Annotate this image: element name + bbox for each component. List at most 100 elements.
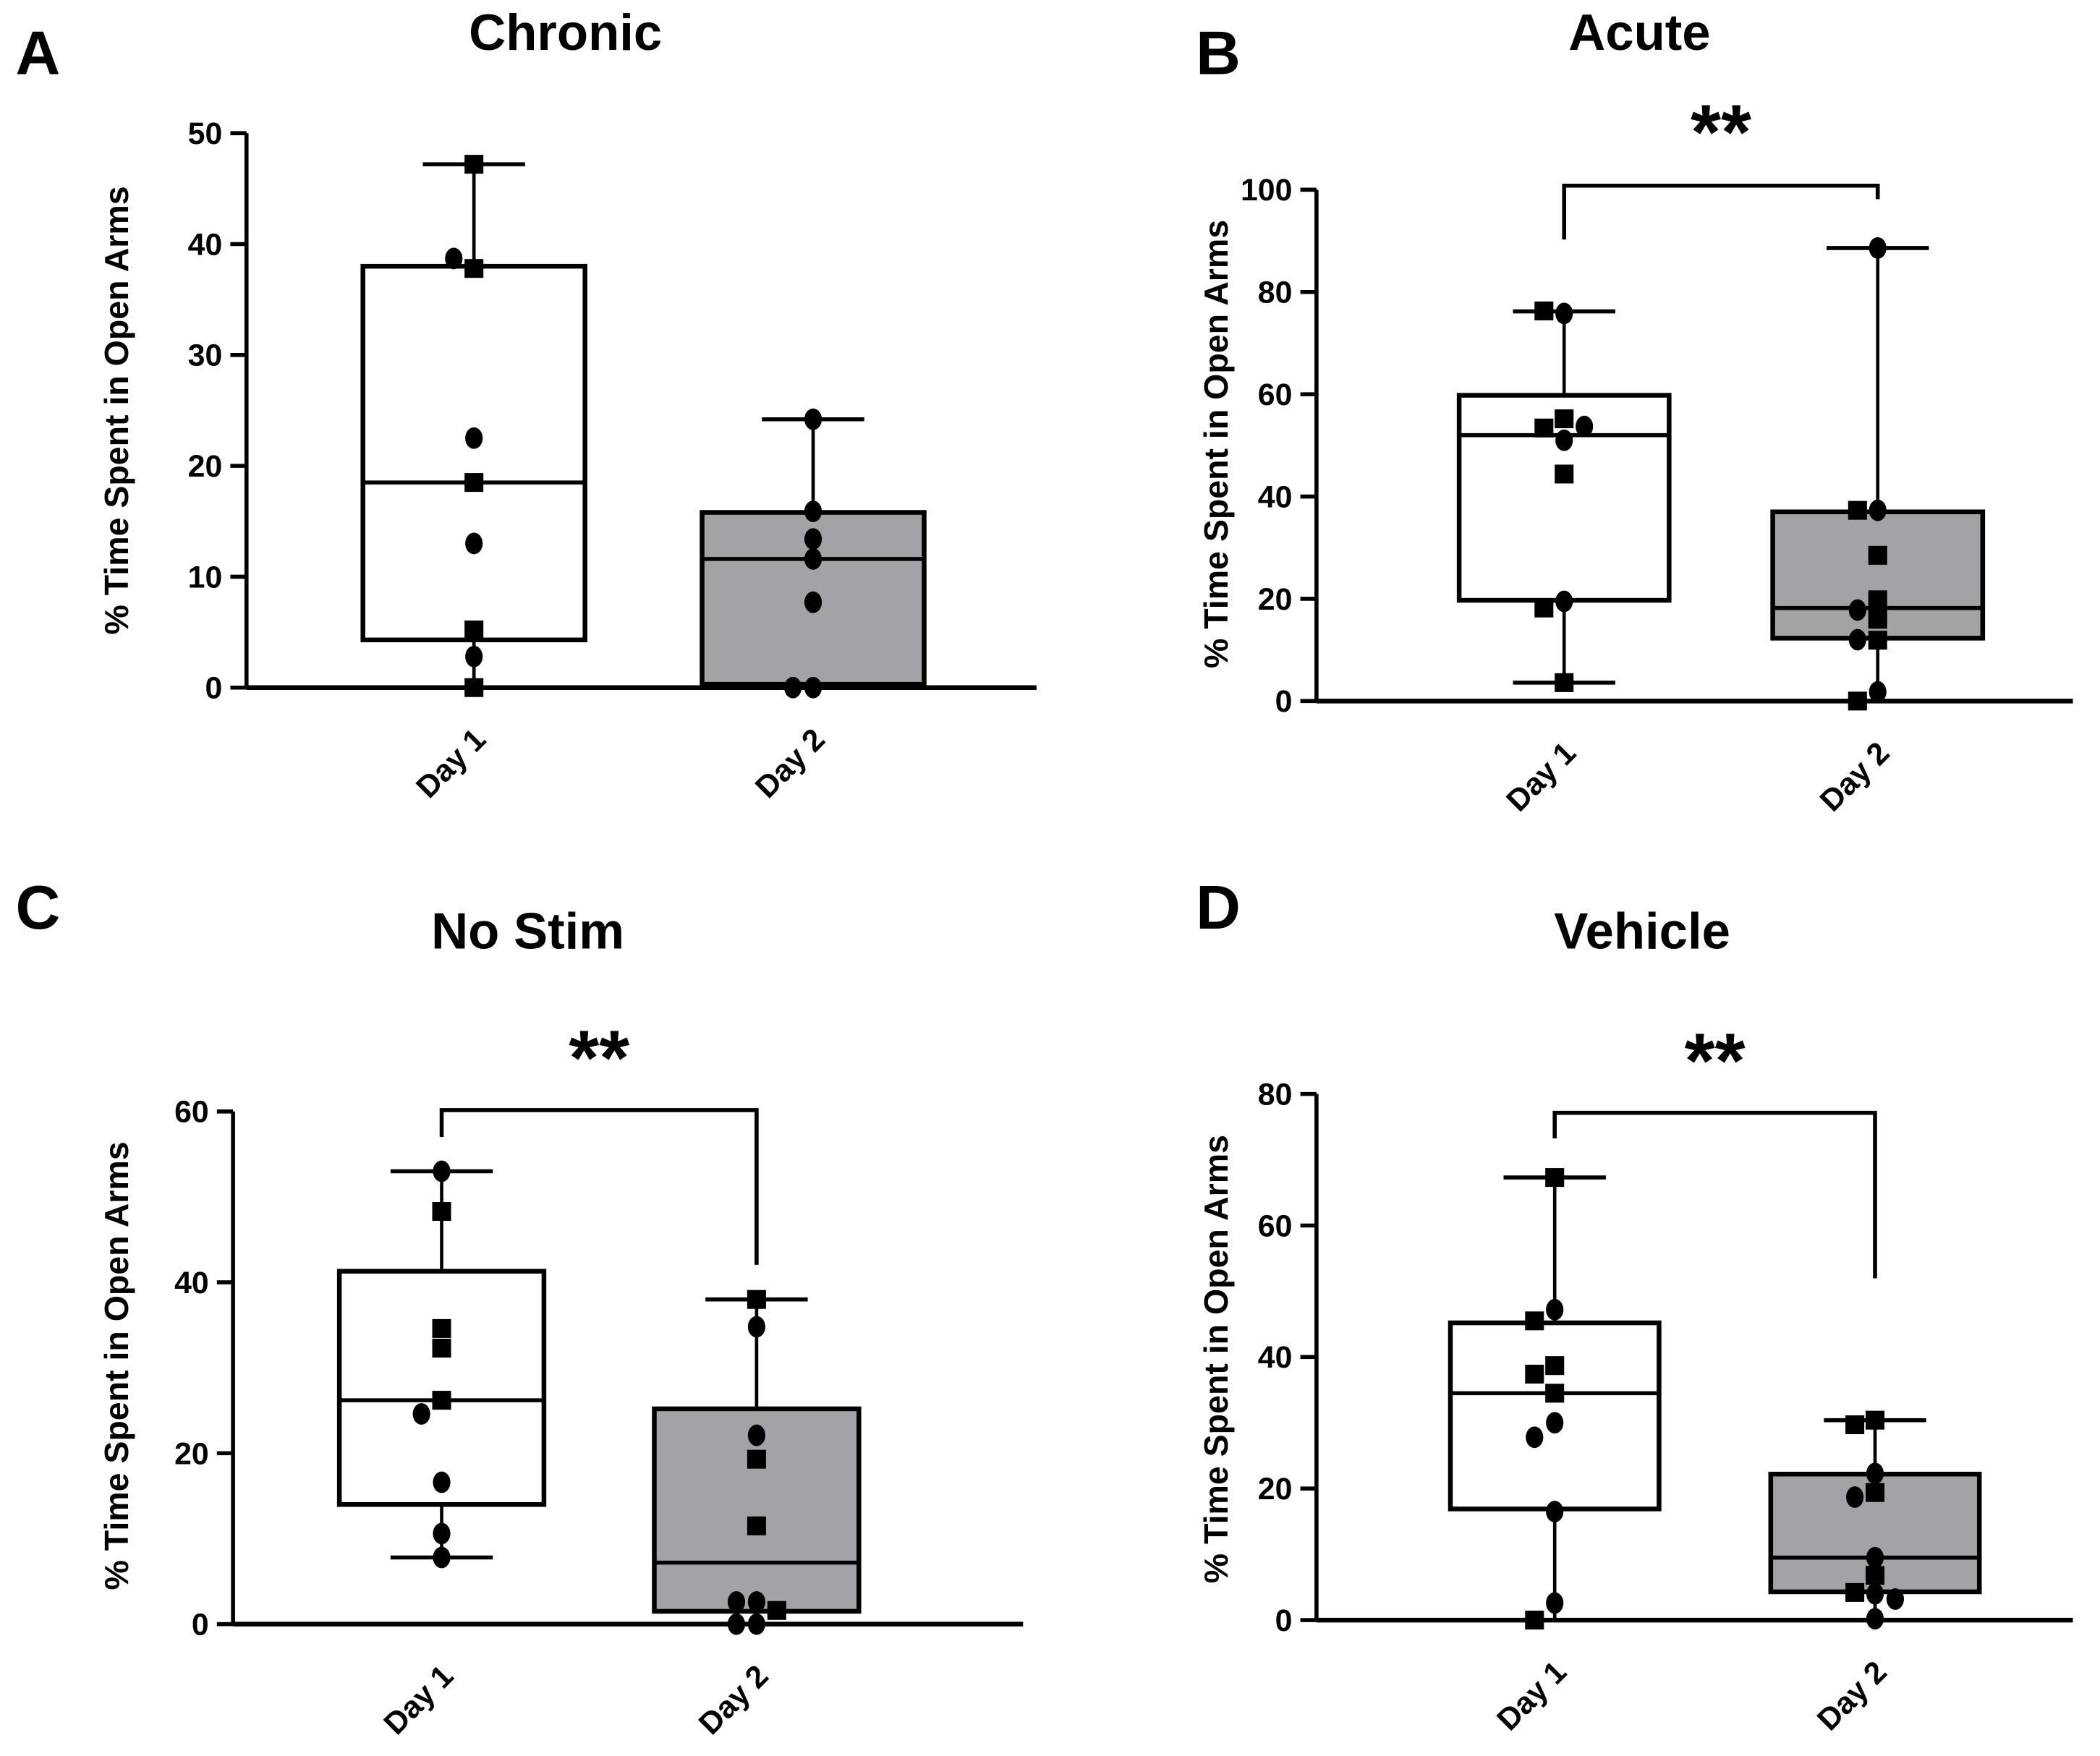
- y-tick-label: 40: [1258, 480, 1293, 514]
- data-point-square: [1525, 1364, 1544, 1384]
- data-point-square: [1848, 500, 1867, 520]
- data-point-square: [1555, 673, 1574, 692]
- data-point-circle: [1555, 302, 1573, 325]
- data-point-circle: [1848, 628, 1866, 651]
- y-tick-label: 40: [174, 1266, 209, 1300]
- box-group-2: [652, 1290, 862, 1635]
- data-point-circle: [747, 1424, 765, 1446]
- data-point-circle: [1555, 590, 1573, 613]
- data-point-square: [1865, 1483, 1885, 1502]
- data-point-square: [1868, 610, 1887, 629]
- data-point-square: [1525, 1311, 1544, 1331]
- data-point-square: [747, 1516, 766, 1535]
- data-point-square: [1865, 1410, 1885, 1430]
- data-point-circle: [1546, 1412, 1564, 1434]
- y-tick-label: 20: [188, 449, 223, 484]
- data-point-circle: [1546, 1298, 1564, 1321]
- data-point-circle: [433, 1471, 451, 1493]
- data-point-square: [1868, 631, 1887, 650]
- data-point-circle: [1869, 237, 1887, 259]
- data-point-square: [432, 1339, 451, 1358]
- data-point-square: [747, 1449, 766, 1469]
- data-point-circle: [1866, 1582, 1884, 1605]
- significance-stars: **: [569, 1014, 629, 1101]
- data-point-circle: [1866, 1462, 1884, 1485]
- box-group-2: [1768, 1410, 1982, 1630]
- panel-letter: C: [15, 874, 60, 942]
- data-point-square: [767, 1601, 786, 1620]
- data-point-circle: [804, 548, 822, 570]
- box-group-1: [1448, 1168, 1662, 1630]
- data-point-circle: [445, 247, 463, 270]
- data-point-circle: [804, 676, 822, 699]
- data-point-circle: [727, 1591, 746, 1613]
- panel-letter: B: [1196, 19, 1241, 88]
- data-point-circle: [747, 1316, 765, 1338]
- data-point-square: [1555, 464, 1574, 484]
- y-tick-label: 50: [188, 116, 223, 151]
- data-point-circle: [784, 676, 802, 699]
- data-point-square: [464, 678, 484, 697]
- panel-letter: D: [1196, 874, 1241, 942]
- significance-stars: **: [1685, 1016, 1746, 1104]
- x-tick-label: Day 2: [1814, 736, 1897, 819]
- data-point-square: [1845, 1415, 1865, 1435]
- significance-bracket: [439, 1108, 759, 1265]
- y-tick-label: 10: [188, 560, 223, 594]
- data-point-circle: [727, 1613, 746, 1635]
- data-point-square: [747, 1290, 766, 1309]
- panel-a: A Chronic % Time Spent in Open Arms 0 10 20 30…: [15, 4, 1037, 805]
- x-tick-label: Day 1: [1500, 736, 1583, 819]
- data-point-square: [464, 473, 484, 493]
- y-axis-label: % Time Spent in Open Arms: [1197, 220, 1235, 668]
- y-tick-label: 80: [1258, 1078, 1293, 1112]
- data-point-circle: [465, 532, 483, 555]
- chart-title: Vehicle: [1554, 903, 1730, 960]
- box-group-1: [360, 155, 587, 697]
- data-point-square: [1868, 545, 1887, 565]
- x-tick-label: Day 2: [749, 722, 832, 805]
- data-point-square: [1525, 1611, 1544, 1630]
- panel-c: C No Stim % Time Spent in Open Arms 0 20 40 60…: [15, 874, 1024, 1742]
- y-tick-label: 40: [188, 227, 223, 262]
- data-point-circle: [433, 1546, 451, 1569]
- data-point-square: [1868, 590, 1887, 610]
- significance-bracket: [1552, 1110, 1877, 1279]
- y-tick-label: 0: [205, 671, 222, 706]
- data-point-square: [1534, 301, 1554, 320]
- x-tick-label: Day 2: [692, 1658, 775, 1742]
- y-tick-label: 20: [174, 1436, 209, 1471]
- data-point-square: [432, 1318, 451, 1338]
- data-point-square: [464, 620, 484, 640]
- data-point-square: [1545, 1356, 1565, 1376]
- panel-letter: A: [15, 19, 60, 88]
- y-tick-label: 0: [1275, 684, 1293, 719]
- y-tick-label: 60: [174, 1095, 209, 1130]
- data-point-circle: [1526, 1426, 1544, 1449]
- data-point-square: [432, 1202, 451, 1222]
- y-tick-label: 20: [1258, 1472, 1293, 1506]
- y-tick-label: 60: [1258, 1209, 1293, 1243]
- x-tick-label: Day 1: [409, 722, 493, 805]
- panel-b: B Acute % Time Spent in Open Arms 0 20 40 60 80…: [1196, 4, 2073, 819]
- x-tick-label: Day 2: [1811, 1655, 1894, 1738]
- y-axis-label: % Time Spent in Open Arms: [98, 186, 135, 634]
- data-point-circle: [804, 591, 822, 613]
- data-point-circle: [1869, 681, 1887, 703]
- data-point-square: [1865, 1566, 1885, 1585]
- data-point-square: [1848, 691, 1867, 711]
- data-point-square: [1555, 409, 1574, 429]
- y-axis-label: % Time Spent in Open Arms: [98, 1141, 135, 1590]
- data-point-square: [432, 1391, 451, 1410]
- x-tick-label: Day 1: [1490, 1655, 1573, 1738]
- data-point-square: [1534, 418, 1554, 438]
- data-point-square: [1545, 1168, 1565, 1188]
- data-point-circle: [1546, 1501, 1564, 1522]
- data-point-circle: [1886, 1588, 1905, 1610]
- significance-bracket: [1562, 183, 1880, 240]
- data-point-circle: [804, 408, 822, 430]
- chart-title: Acute: [1568, 4, 1710, 61]
- data-point-circle: [465, 645, 483, 668]
- y-tick-label: 0: [1275, 1603, 1293, 1638]
